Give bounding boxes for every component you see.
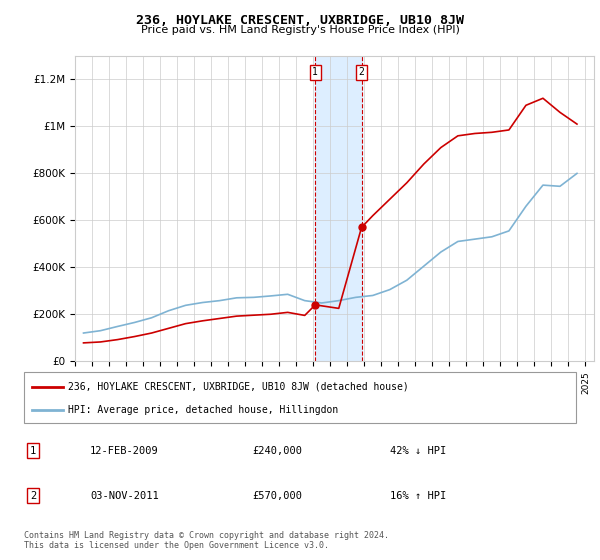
Text: 42% ↓ HPI: 42% ↓ HPI [390,446,446,456]
Text: Contains HM Land Registry data © Crown copyright and database right 2024.
This d: Contains HM Land Registry data © Crown c… [24,531,389,550]
Text: 236, HOYLAKE CRESCENT, UXBRIDGE, UB10 8JW (detached house): 236, HOYLAKE CRESCENT, UXBRIDGE, UB10 8J… [68,381,409,391]
Text: 16% ↑ HPI: 16% ↑ HPI [390,491,446,501]
Text: 1: 1 [30,446,36,456]
Text: 236, HOYLAKE CRESCENT, UXBRIDGE, UB10 8JW: 236, HOYLAKE CRESCENT, UXBRIDGE, UB10 8J… [136,14,464,27]
Text: HPI: Average price, detached house, Hillingdon: HPI: Average price, detached house, Hill… [68,405,338,415]
Text: 12-FEB-2009: 12-FEB-2009 [90,446,159,456]
Text: £570,000: £570,000 [252,491,302,501]
Text: £240,000: £240,000 [252,446,302,456]
Bar [315,56,362,361]
FancyBboxPatch shape [24,372,576,423]
Text: 2: 2 [30,491,36,501]
Text: 03-NOV-2011: 03-NOV-2011 [90,491,159,501]
Text: 2: 2 [359,67,364,77]
Text: 1: 1 [313,67,318,77]
Text: Price paid vs. HM Land Registry's House Price Index (HPI): Price paid vs. HM Land Registry's House … [140,25,460,35]
